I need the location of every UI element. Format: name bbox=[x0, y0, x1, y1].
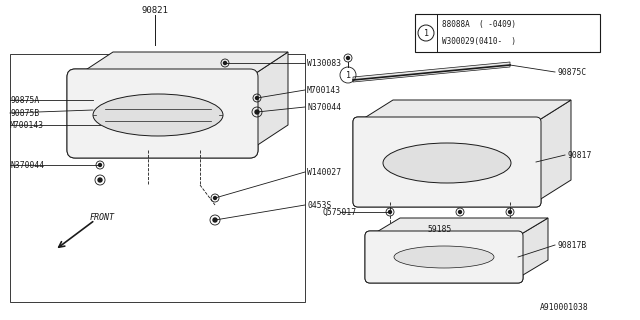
Polygon shape bbox=[518, 218, 548, 278]
Text: A910001038: A910001038 bbox=[540, 303, 589, 313]
FancyBboxPatch shape bbox=[353, 117, 541, 207]
Polygon shape bbox=[353, 62, 510, 82]
Polygon shape bbox=[250, 52, 288, 150]
Bar bbox=[10, 54, 305, 302]
Text: 90817: 90817 bbox=[567, 150, 591, 159]
Polygon shape bbox=[536, 100, 571, 202]
FancyBboxPatch shape bbox=[365, 231, 523, 283]
Circle shape bbox=[213, 218, 217, 222]
Circle shape bbox=[255, 110, 259, 114]
Bar bbox=[415, 14, 600, 52]
Circle shape bbox=[99, 164, 102, 166]
Circle shape bbox=[388, 211, 392, 213]
Text: 59185: 59185 bbox=[428, 226, 452, 235]
FancyBboxPatch shape bbox=[365, 231, 523, 283]
Circle shape bbox=[98, 178, 102, 182]
Circle shape bbox=[255, 97, 259, 100]
Circle shape bbox=[509, 211, 511, 213]
Text: W300029(0410-  ): W300029(0410- ) bbox=[442, 37, 516, 46]
Text: 90875A: 90875A bbox=[10, 95, 39, 105]
Ellipse shape bbox=[394, 246, 494, 268]
Text: FRONT: FRONT bbox=[90, 213, 115, 222]
Text: W140027: W140027 bbox=[307, 167, 341, 177]
Text: Q575017: Q575017 bbox=[322, 207, 356, 217]
Text: M700143: M700143 bbox=[307, 85, 341, 94]
Circle shape bbox=[346, 57, 349, 60]
Text: 90821: 90821 bbox=[141, 5, 168, 14]
Text: 1: 1 bbox=[346, 70, 351, 79]
Circle shape bbox=[458, 211, 461, 213]
Text: 0453S: 0453S bbox=[307, 201, 332, 210]
Polygon shape bbox=[75, 52, 288, 77]
Text: 90875B: 90875B bbox=[10, 108, 39, 117]
Polygon shape bbox=[358, 100, 571, 122]
Text: 90817B: 90817B bbox=[557, 241, 586, 250]
Circle shape bbox=[214, 196, 216, 199]
Text: M700143: M700143 bbox=[10, 121, 44, 130]
Text: N370044: N370044 bbox=[307, 102, 341, 111]
FancyBboxPatch shape bbox=[353, 117, 541, 207]
Circle shape bbox=[223, 61, 227, 65]
Text: N370044: N370044 bbox=[10, 161, 44, 170]
Polygon shape bbox=[370, 218, 548, 236]
Text: 90875C: 90875C bbox=[557, 68, 586, 76]
Text: 1: 1 bbox=[424, 28, 429, 37]
FancyBboxPatch shape bbox=[67, 69, 258, 158]
Ellipse shape bbox=[383, 143, 511, 183]
FancyBboxPatch shape bbox=[67, 69, 258, 158]
Text: 88088A  ( -0409): 88088A ( -0409) bbox=[442, 20, 516, 29]
Text: W130083: W130083 bbox=[307, 59, 341, 68]
Ellipse shape bbox=[93, 94, 223, 136]
